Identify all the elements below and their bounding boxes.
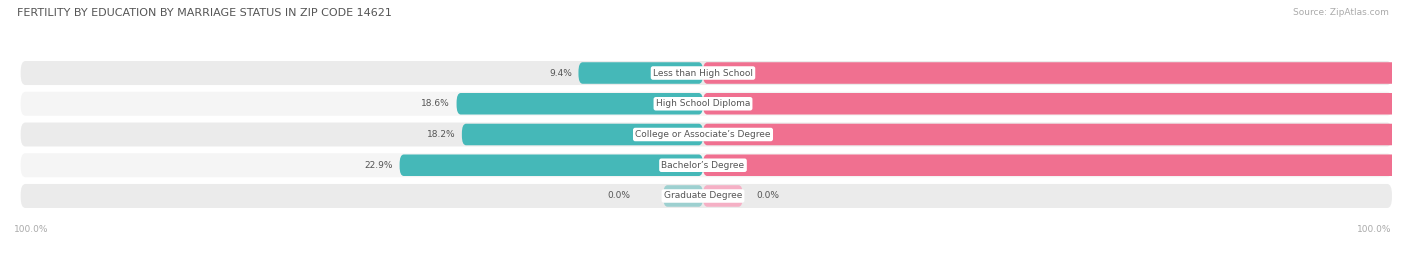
FancyBboxPatch shape <box>463 124 703 145</box>
FancyBboxPatch shape <box>457 93 703 115</box>
FancyBboxPatch shape <box>703 185 742 207</box>
Text: 100.0%: 100.0% <box>14 225 49 234</box>
FancyBboxPatch shape <box>21 153 1392 177</box>
Text: 9.4%: 9.4% <box>548 69 572 77</box>
Text: Less than High School: Less than High School <box>652 69 754 77</box>
Text: Graduate Degree: Graduate Degree <box>664 192 742 200</box>
Text: College or Associate’s Degree: College or Associate’s Degree <box>636 130 770 139</box>
Text: Source: ZipAtlas.com: Source: ZipAtlas.com <box>1294 8 1389 17</box>
FancyBboxPatch shape <box>399 154 703 176</box>
Text: 18.6%: 18.6% <box>422 99 450 108</box>
Text: 100.0%: 100.0% <box>1357 225 1392 234</box>
Text: Bachelor’s Degree: Bachelor’s Degree <box>661 161 745 170</box>
Text: 0.0%: 0.0% <box>756 192 779 200</box>
FancyBboxPatch shape <box>703 62 1406 84</box>
Text: FERTILITY BY EDUCATION BY MARRIAGE STATUS IN ZIP CODE 14621: FERTILITY BY EDUCATION BY MARRIAGE STATU… <box>17 8 392 18</box>
FancyBboxPatch shape <box>703 124 1406 145</box>
FancyBboxPatch shape <box>21 92 1392 116</box>
FancyBboxPatch shape <box>703 154 1406 176</box>
Text: High School Diploma: High School Diploma <box>655 99 751 108</box>
FancyBboxPatch shape <box>578 62 703 84</box>
FancyBboxPatch shape <box>21 61 1392 85</box>
Text: 18.2%: 18.2% <box>426 130 456 139</box>
Text: 0.0%: 0.0% <box>607 192 630 200</box>
FancyBboxPatch shape <box>664 185 703 207</box>
FancyBboxPatch shape <box>21 122 1392 147</box>
Text: 22.9%: 22.9% <box>364 161 394 170</box>
FancyBboxPatch shape <box>21 184 1392 208</box>
FancyBboxPatch shape <box>703 93 1406 115</box>
